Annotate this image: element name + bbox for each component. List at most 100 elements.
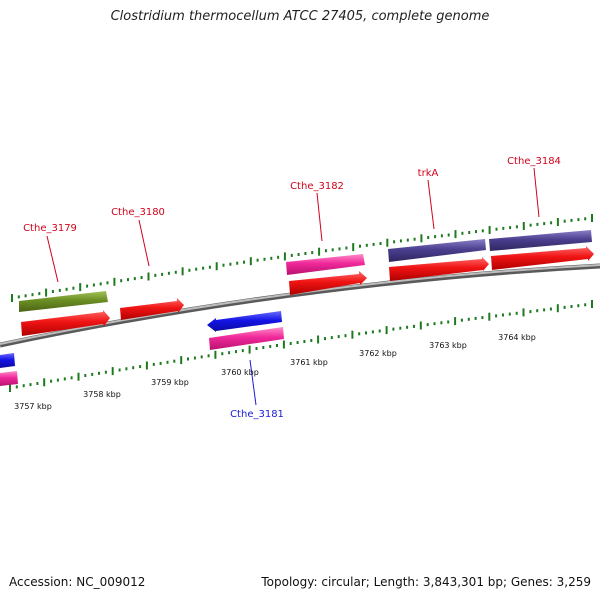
inner-track-tick [467,317,470,321]
inner-track-tick [125,367,128,371]
gene-block [19,291,108,312]
inner-track-tick [584,303,587,307]
gene-cthe-3181[interactable] [207,311,282,332]
outer-track-tick [51,290,54,293]
inner-track-tick [515,311,518,315]
inner-track-tick [173,359,176,363]
cds-cthe-3179[interactable] [21,310,110,336]
gene-left-edge-pink[interactable] [0,371,18,386]
inner-track-tick [63,377,66,381]
inner-track-tick [502,313,504,317]
accession-info: Accession: NC_009012 [9,575,145,589]
inner-track-tick [371,330,374,334]
inner-track-tick [310,339,313,342]
outer-track-tick [65,287,68,291]
outer-track-tick [488,226,491,234]
cds-cthe-3184[interactable] [491,246,594,270]
inner-track-tick [50,379,53,383]
inner-track-tick [200,355,203,359]
inner-track-tick [98,371,100,375]
inner-track-tick [159,361,162,365]
inner-track-tick [440,321,443,325]
outer-track-tick [550,221,553,225]
inner-track-tick [543,308,546,312]
outer-track-tick [556,218,559,226]
genome-backbone [0,263,600,348]
inner-track-tick [563,305,566,309]
inner-track-tick [104,370,107,374]
inner-track-tick [276,344,278,347]
gene-left-edge-blue[interactable] [0,353,15,368]
map-title: Clostridium thermocellum ATCC 27405, com… [110,9,490,24]
cds-cthe-3181[interactable] [209,327,284,350]
cds-arrow [389,257,489,281]
inner-track-tick [77,372,80,381]
cds-cthe-3180[interactable] [120,298,184,320]
outer-track-tick [331,248,334,252]
cds-trka[interactable] [389,257,489,281]
inner-track-tick [447,320,450,324]
outer-track-tick [188,268,191,272]
leader-line-trka [427,179,435,230]
inner-track-tick [22,384,25,388]
outer-track-tick [440,234,443,238]
accession-value: NC_009012 [76,575,146,589]
outer-track-tick [345,246,348,250]
gene-block [286,254,365,275]
outer-track-tick [154,273,157,277]
inner-track-tick [84,374,87,377]
inner-track-tick [43,378,46,387]
accession-label: Accession: [9,575,73,589]
inner-track-tick [495,314,498,318]
inner-track-tick [337,335,340,339]
gene-cthe-3182[interactable] [286,254,365,275]
outer-track-tick [502,226,505,230]
cds-block [209,327,284,350]
cds-arrow [491,246,594,270]
outer-track-tick [92,283,95,287]
inner-track-tick [296,341,299,344]
outer-track-tick [38,292,41,296]
gene-label-cthe-3181: Cthe_3181 [230,409,284,420]
outer-track-tick [31,293,34,297]
gene-cthe-3184[interactable] [489,230,592,251]
leader-line-cthe-3180 [138,219,150,267]
outer-track-tick [475,230,477,234]
cds-cthe-3182[interactable] [289,271,367,295]
gene-arrow [207,311,282,332]
inner-track-tick [536,309,539,313]
outer-track-tick [222,263,225,267]
outer-track-tick [249,257,252,266]
inner-track-tick [426,323,429,327]
outer-track-tick [413,237,416,241]
outer-track-tick [127,278,129,282]
outer-track-tick [106,281,109,285]
outer-track-tick [263,257,266,261]
gene-trka[interactable] [388,239,486,262]
outer-track-tick [297,253,300,256]
tick-label-3764: 3764 kbp [498,333,536,342]
outer-track-tick [113,277,116,286]
gene-label-cthe-3180: Cthe_3180 [111,207,165,218]
outer-track-tick [495,227,498,231]
outer-track-tick [324,249,327,253]
gene-label-trka: trkA [418,168,439,179]
tick-track-inner [9,300,593,392]
gene-cthe-3179[interactable] [19,291,108,312]
outer-track-tick [195,267,198,271]
inner-track-tick [330,336,333,340]
outer-track-tick [352,243,355,252]
inner-track-tick [56,378,59,382]
inner-track-tick [132,366,135,370]
outer-track-tick [570,218,573,222]
outer-track-tick [208,265,211,269]
inner-track-tick [36,382,39,385]
gene-block [388,239,486,262]
cds-arrow [289,271,367,295]
inner-track-tick [508,312,511,316]
inner-track-tick [187,357,189,361]
inner-track-tick [29,383,32,387]
topology-info: Topology: circular; Length: 3,843,301 bp… [261,575,591,589]
outer-track-tick [147,272,150,281]
